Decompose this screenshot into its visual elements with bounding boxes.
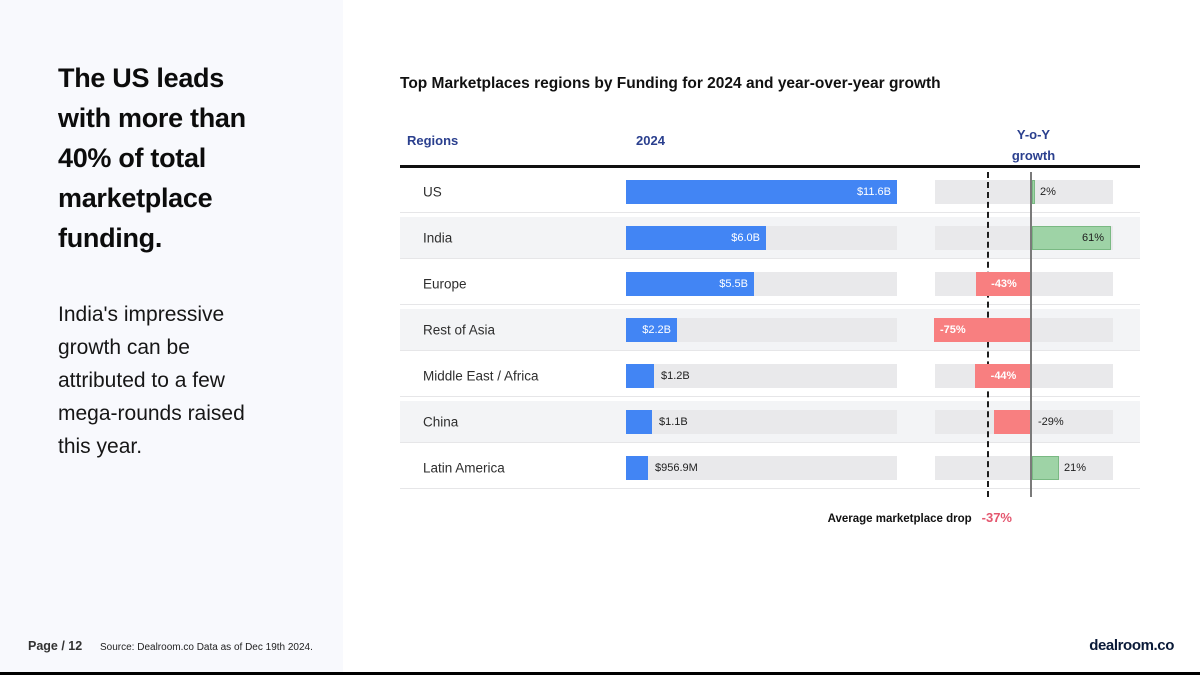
growth-track: 2% (935, 180, 1113, 204)
funding-track: $5.5B (626, 272, 897, 296)
growth-value-label: 61% (1081, 232, 1104, 244)
funding-bar (626, 364, 654, 388)
table-row: Middle East / Africa $1.2B -44% (400, 355, 1140, 397)
funding-value-label: $5.5B (719, 278, 748, 290)
growth-bar (1032, 180, 1035, 204)
growth-bar (975, 364, 1032, 388)
zero-axis-line (1030, 172, 1032, 497)
funding-value-label: $1.2B (661, 370, 690, 382)
growth-bar (1032, 226, 1111, 250)
growth-value-label: -44% (990, 370, 1017, 382)
source-note: Source: Dealroom.co Data as of Dec 19th … (100, 642, 313, 653)
region-label: Europe (423, 276, 467, 291)
region-label: US (423, 184, 442, 199)
growth-track: 61% (935, 226, 1113, 250)
column-header-growth: Y-o-Y growth (1011, 127, 1056, 163)
region-label: India (423, 230, 453, 245)
page-number: Page / 12 (28, 639, 83, 653)
funding-bar (626, 226, 766, 250)
header-rule (400, 165, 1140, 168)
growth-value-label: -43% (991, 278, 1017, 290)
average-annotation: Average marketplace drop -37% (700, 510, 1012, 525)
funding-value-label: $956.9M (655, 462, 698, 474)
growth-value-label: -29% (1038, 416, 1064, 428)
growth-track: -75% (934, 318, 1113, 342)
average-annotation-value: -37% (981, 510, 1012, 525)
growth-bar (976, 272, 1032, 296)
growth-value-label: -75% (940, 324, 966, 336)
funding-bar (626, 180, 897, 204)
funding-value-label: $11.6B (856, 186, 891, 198)
growth-bar (1032, 456, 1059, 480)
region-label: Rest of Asia (423, 322, 496, 337)
column-header-regions: Regions (407, 133, 459, 148)
funding-bar (626, 272, 754, 296)
growth-value-label: 2% (1040, 186, 1056, 198)
table-row: China $1.1B -29% (400, 401, 1140, 443)
dealroom-logo: dealroom.co (1089, 637, 1174, 654)
chart-title: Top Marketplaces regions by Funding for … (400, 75, 941, 92)
region-label: Middle East / Africa (423, 368, 539, 383)
table-row: US $11.6B 2% (400, 171, 1140, 213)
average-annotation-label: Average marketplace drop (827, 513, 972, 525)
growth-bar (994, 410, 1032, 434)
funding-track: $1.2B (626, 364, 897, 388)
funding-value-label: $2.2B (642, 324, 671, 336)
growth-track: -29% (935, 410, 1113, 434)
table-row: Rest of Asia $2.2B -75% (400, 309, 1140, 351)
funding-track: $11.6B (626, 180, 897, 204)
growth-track: 21% (935, 456, 1113, 480)
funding-value-label: $6.0B (731, 232, 760, 244)
table-row: Latin America $956.9M 21% (400, 447, 1140, 489)
growth-track: -43% (935, 272, 1113, 296)
funding-track: $6.0B (626, 226, 897, 250)
funding-track: $1.1B (626, 410, 897, 434)
growth-bar (934, 318, 1032, 342)
left-panel: The US leads with more than 40% of total… (0, 0, 343, 675)
funding-bar (626, 456, 648, 480)
region-label: China (423, 414, 459, 429)
slide-bottom-edge (0, 672, 1200, 675)
table-row: Europe $5.5B -43% (400, 263, 1140, 305)
growth-value-label: 21% (1064, 462, 1087, 474)
region-label: Latin America (423, 460, 505, 475)
column-header-2024: 2024 (636, 133, 665, 148)
slide-body-text: India's impressive growth can be attribu… (58, 303, 245, 458)
growth-track: -44% (935, 364, 1113, 388)
table-rows: US $11.6B 2% India $6.0B 61% Europe $5.5… (400, 171, 1140, 493)
funding-track: $956.9M (626, 456, 897, 480)
funding-value-label: $1.1B (659, 416, 688, 428)
table-row: India $6.0B 61% (400, 217, 1140, 259)
funding-bar (626, 410, 652, 434)
funding-track: $2.2B (626, 318, 897, 342)
funding-bar (626, 318, 677, 342)
slide-heading: The US leads with more than 40% of total… (58, 63, 246, 253)
